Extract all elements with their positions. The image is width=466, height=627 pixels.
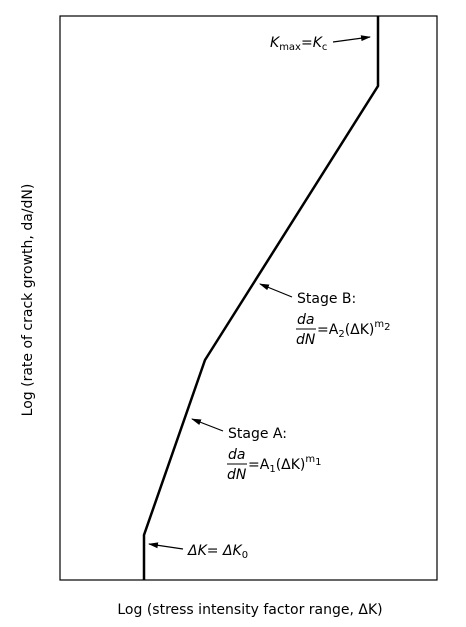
denominator: dN (296, 332, 316, 348)
formula-part: =A (248, 457, 270, 473)
crack-growth-curve (142, 16, 380, 580)
superscript: m (374, 319, 384, 330)
superscript: m (305, 454, 315, 465)
denominator: dN (227, 467, 247, 483)
stage-b-formula: =A2(ΔK)m2 (317, 319, 391, 340)
subscript: 2 (384, 322, 390, 333)
subscript: 1 (269, 464, 275, 475)
symbol: K (313, 35, 324, 51)
subscript: 1 (315, 457, 321, 468)
numerator: da (228, 447, 245, 463)
subscript: max (279, 42, 301, 53)
y-axis-label: Log (rate of crack growth, da/dN) (20, 184, 36, 417)
subscript: 0 (242, 550, 248, 561)
stage-a-formula: =A1(ΔK)m1 (248, 454, 322, 475)
threshold-label: ΔK= ΔK0 (187, 543, 248, 561)
formula-part: = ΔK (207, 543, 244, 559)
x-axis-label: Log (stress intensity factor range, ΔK) (117, 602, 382, 618)
stage-a-label: Stage A: (228, 426, 287, 442)
symbol: K (270, 35, 281, 51)
formula-part: (ΔK) (345, 322, 375, 338)
arrow (191, 418, 224, 432)
plot-frame (59, 15, 438, 581)
numerator: da (297, 312, 314, 328)
arrow (148, 542, 184, 550)
formula-part: =A (317, 322, 339, 338)
kmax-label: Kmax=Kc (270, 35, 327, 53)
formula-part: ΔK (187, 543, 209, 559)
stage-b-label: Stage B: (297, 291, 356, 307)
formula-part: (ΔK) (276, 457, 306, 473)
arrow (259, 283, 293, 298)
subscript: 2 (338, 329, 344, 340)
equals: = (301, 35, 313, 51)
subscript: c (322, 42, 328, 53)
arrow (332, 35, 371, 43)
